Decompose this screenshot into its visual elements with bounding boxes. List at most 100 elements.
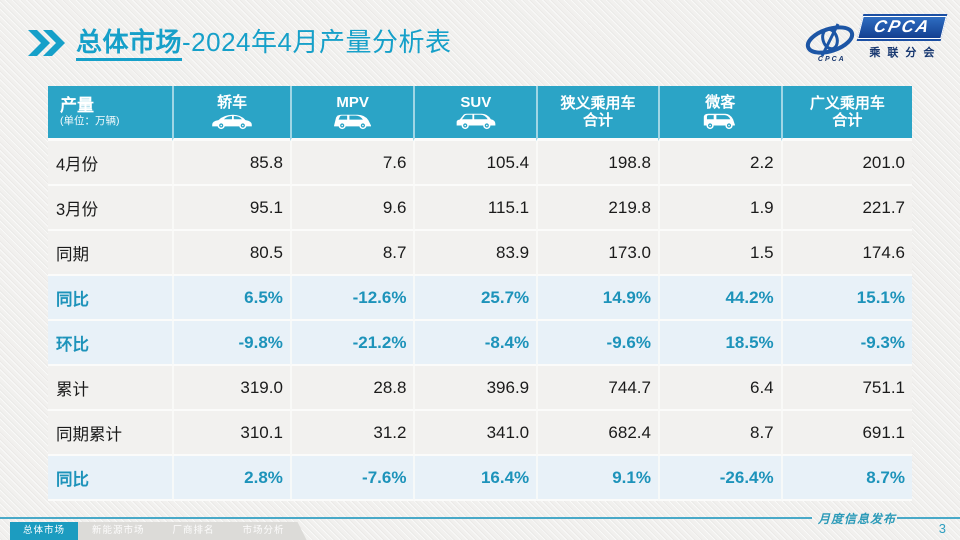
value-cell: 9.1%	[536, 456, 658, 501]
value-cell: 396.9	[413, 366, 537, 411]
footer-tab-strip: 新能源市场 厂商排名 市场分析	[78, 522, 307, 540]
value-cell: 219.8	[536, 186, 658, 231]
production-table: 产量 (单位：万辆) 轿车	[48, 86, 912, 501]
narrow-pv-label-line1: 狭义乘用车	[560, 95, 636, 112]
value-cell: -7.6%	[289, 456, 414, 501]
row-label: 同期累计	[48, 411, 173, 456]
value-cell: 341.0	[413, 411, 537, 456]
value-cell: 6.4	[657, 366, 781, 411]
row-cumulative: 累计 319.0 28.8 396.9 744.7 6.4 751.1	[48, 366, 912, 411]
column-header-sedan: 轿车	[172, 86, 290, 141]
sedan-label: 轿车	[217, 94, 248, 111]
row-mom: 环比 -9.8% -21.2% -8.4% -9.6% 18.5% -9.3%	[48, 321, 912, 366]
value-cell: 15.1%	[780, 276, 912, 321]
value-cell: 115.1	[413, 186, 537, 231]
broad-pv-label-line2: 合计	[832, 112, 863, 129]
value-cell: 221.7	[780, 186, 912, 231]
page-title-row: 总体市场-2024年4月产量分析表	[28, 22, 452, 61]
row-label: 同比	[48, 276, 173, 321]
column-header-production: 产量 (单位：万辆)	[48, 86, 173, 141]
row-label: 累计	[48, 366, 173, 411]
mpv-icon	[330, 112, 376, 130]
tab-oem-ranking[interactable]: 厂商排名	[172, 525, 215, 536]
footer-rule-left	[0, 517, 812, 519]
row-label: 3月份	[48, 186, 173, 231]
value-cell: -26.4%	[657, 456, 781, 501]
value-cell: 83.9	[413, 231, 537, 276]
value-cell: 25.7%	[413, 276, 537, 321]
value-cell: 8.7%	[780, 456, 912, 501]
value-cell: -9.8%	[172, 321, 290, 366]
value-cell: 310.1	[172, 411, 290, 456]
row-march: 3月份 95.1 9.6 115.1 219.8 1.9 221.7	[48, 186, 912, 231]
value-cell: 1.5	[657, 231, 781, 276]
value-cell: 682.4	[536, 411, 658, 456]
value-cell: -9.6%	[536, 321, 658, 366]
value-cell: -9.3%	[780, 321, 912, 366]
value-cell: 174.6	[780, 231, 912, 276]
page-title: 总体市场-2024年4月产量分析表	[76, 22, 452, 61]
logo-chinese-label: 乘联分会	[869, 47, 942, 59]
production-label: 产量	[60, 96, 94, 115]
value-cell: 751.1	[780, 366, 912, 411]
row-april: 4月份 85.8 7.6 105.4 198.8 2.2 201.0	[48, 141, 912, 186]
suv-label: SUV	[460, 94, 492, 111]
cpca-logo-mark: CPCA	[804, 14, 860, 63]
logo-small-text: CPCA	[817, 56, 846, 63]
suv-icon	[453, 112, 499, 130]
column-header-narrow-pv-total: 狭义乘用车 合计	[536, 86, 658, 141]
value-cell: -8.4%	[413, 321, 537, 366]
value-cell: 691.1	[780, 411, 912, 456]
row-same-period: 同期 80.5 8.7 83.9 173.0 1.5 174.6	[48, 231, 912, 276]
value-cell: 6.5%	[172, 276, 290, 321]
tab-market-analysis[interactable]: 市场分析	[242, 525, 285, 536]
page-title-emphasis: 总体市场	[76, 27, 183, 61]
value-cell: 198.8	[536, 141, 658, 186]
row-same-period-cumulative: 同期累计 310.1 31.2 341.0 682.4 8.7 691.1	[48, 411, 912, 456]
row-label: 4月份	[48, 141, 173, 186]
cpca-logo: CPCA CPCA 乘联分会	[804, 14, 948, 63]
footer-banner: 月度信息发布	[818, 512, 897, 526]
row-label: 环比	[48, 321, 173, 366]
value-cell: 80.5	[172, 231, 290, 276]
tab-overall-market[interactable]: 总体市场	[10, 522, 79, 540]
row-yoy: 同比 6.5% -12.6% 25.7% 14.9% 44.2% 15.1%	[48, 276, 912, 321]
narrow-pv-label-line2: 合计	[583, 112, 614, 129]
value-cell: -12.6%	[289, 276, 414, 321]
tab-nev-market[interactable]: 新能源市场	[92, 525, 145, 536]
double-chevron-icon	[28, 29, 65, 56]
row-label: 同比	[48, 456, 173, 501]
value-cell: 8.7	[289, 231, 414, 276]
value-cell: 319.0	[172, 366, 290, 411]
logo-acronym-box: CPCA	[856, 14, 948, 41]
value-cell: 18.5%	[657, 321, 781, 366]
microvan-icon	[699, 112, 741, 130]
row-cumulative-yoy: 同比 2.8% -7.6% 16.4% 9.1% -26.4% 8.7%	[48, 456, 912, 501]
value-cell: -21.2%	[289, 321, 414, 366]
value-cell: 8.7	[657, 411, 781, 456]
value-cell: 9.6	[289, 186, 414, 231]
value-cell: 28.8	[289, 366, 414, 411]
value-cell: 7.6	[289, 141, 414, 186]
value-cell: 44.2%	[657, 276, 781, 321]
broad-pv-label-line1: 广义乘用车	[809, 95, 885, 112]
value-cell: 744.7	[536, 366, 658, 411]
footer-rule-right	[897, 517, 960, 519]
value-cell: 105.4	[413, 141, 537, 186]
mpv-label: MPV	[336, 94, 369, 111]
column-header-microvan: 微客	[657, 86, 781, 141]
value-cell: 16.4%	[413, 456, 537, 501]
value-cell: 201.0	[780, 141, 912, 186]
column-header-suv: SUV	[413, 86, 537, 141]
table-header-row: 产量 (单位：万辆) 轿车	[48, 86, 912, 141]
value-cell: 2.8%	[172, 456, 290, 501]
row-label: 同期	[48, 231, 173, 276]
value-cell: 1.9	[657, 186, 781, 231]
column-header-broad-pv-total: 广义乘用车 合计	[780, 86, 912, 141]
column-header-mpv: MPV	[289, 86, 414, 141]
value-cell: 31.2	[289, 411, 414, 456]
page-title-rest: -2024年4月产量分析表	[182, 27, 452, 57]
cpca-ellipse-icon	[805, 23, 854, 57]
sedan-icon	[210, 112, 254, 130]
